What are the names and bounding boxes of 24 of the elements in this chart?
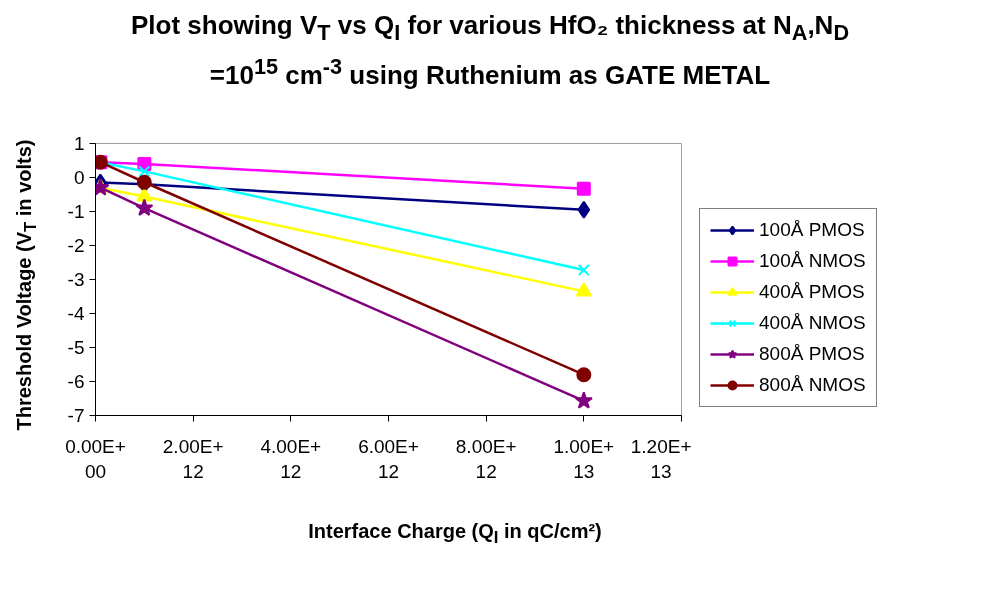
legend-label: 400Å PMOS (759, 281, 865, 303)
y-tick-label: -6 (67, 371, 85, 392)
y-tick-label: -1 (67, 201, 85, 222)
chart-title: Plot showing V$_{T}$ vs Q$_{I}$ for various HfO₂ thickness at N$_{A}$,N$_{D}$ =10$^{15}$ cm$^{-3}$ using Ruthenium as GATE METAL (130, 10, 850, 90)
x-tick-label: 6.00E+12 (358, 435, 419, 482)
x-tick-label: 1.20E+13 (630, 435, 692, 482)
y-tick-label: -3 (67, 269, 85, 290)
legend-label: 400Å NMOS (759, 312, 866, 334)
x-tick-label: 0.00E+00 (65, 435, 126, 482)
legend-label: 100Å PMOS (759, 219, 865, 241)
legend-label: 800Å NMOS (759, 374, 866, 396)
y-tick-label: 0 (73, 167, 85, 188)
y-tick-label: -5 (67, 337, 85, 358)
x-tick-label: 4.00E+12 (260, 435, 322, 482)
x-tick-label: 1.00E+13 (553, 435, 615, 482)
y-tick-label: -7 (67, 405, 85, 426)
x-axis-title: Interface Charge (Q$_{I}$ in qC/cm²) (307, 520, 603, 548)
x-tick-label: 8.00E+12 (455, 435, 517, 482)
y-tick-label: -2 (67, 235, 85, 256)
x-tick-label: 2.00E+12 (162, 435, 224, 482)
y-tick-label: -4 (67, 303, 85, 324)
legend-label: 100Å NMOS (759, 250, 866, 272)
y-tick-label: 1 (73, 133, 85, 154)
legend-label: 800Å PMOS (759, 343, 865, 365)
